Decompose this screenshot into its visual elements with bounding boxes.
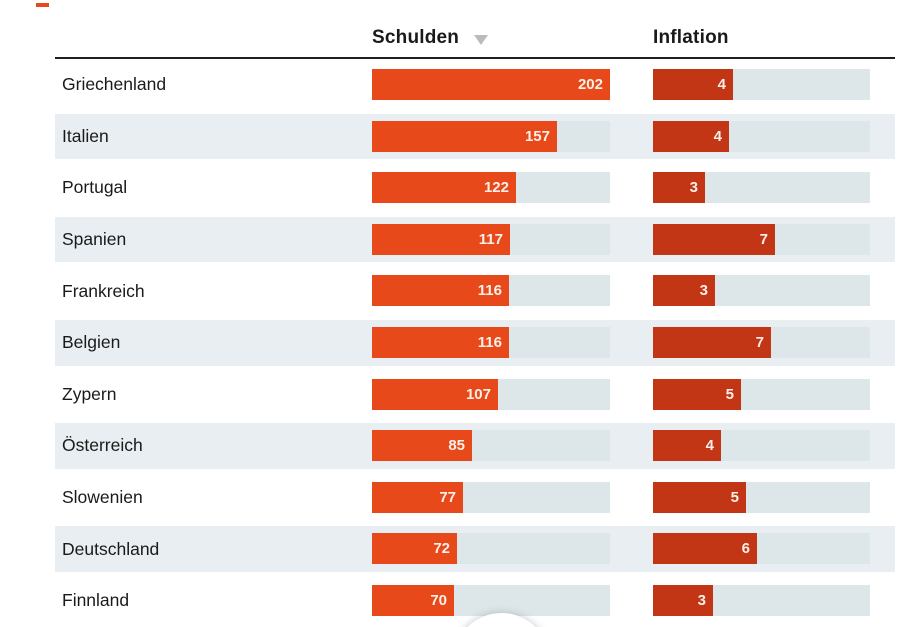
schulden-bar: 107 <box>372 378 498 410</box>
inflation-bar: 3 <box>653 584 713 616</box>
country-label: Belgien <box>62 332 121 353</box>
table-row: Italien 157 4 <box>55 111 895 163</box>
schulden-value-label: 116 <box>477 333 502 351</box>
schulden-bar-track: 72 <box>372 533 610 565</box>
schulden-bar: 72 <box>372 533 457 565</box>
inflation-bar-track: 5 <box>653 378 870 410</box>
schulden-bar-track: 116 <box>372 326 610 358</box>
table-row: Griechenland 202 4 <box>55 59 895 111</box>
inflation-value-label: 4 <box>705 437 714 455</box>
schulden-bar-track: 70 <box>372 584 610 616</box>
inflation-bar-track: 5 <box>653 481 870 513</box>
inflation-value-label: 7 <box>755 333 764 351</box>
inflation-bar-track: 4 <box>653 69 870 100</box>
table-row: Finnland 70 3 <box>55 575 895 627</box>
table-row: Österreich 85 4 <box>55 420 895 472</box>
schulden-value-label: 122 <box>483 179 509 197</box>
country-label: Slowenien <box>62 487 143 508</box>
inflation-bar-track: 6 <box>653 533 870 565</box>
schulden-value-label: 107 <box>465 385 491 403</box>
inflation-bar: 7 <box>653 223 775 255</box>
inflation-value-label: 5 <box>730 488 739 506</box>
schulden-bar: 122 <box>372 172 516 204</box>
schulden-bar-track: 157 <box>372 120 610 152</box>
inflation-value-label: 4 <box>713 127 722 145</box>
schulden-value-label: 157 <box>524 127 550 145</box>
schulden-value-label: 70 <box>430 591 447 609</box>
table-row: Deutschland 72 6 <box>55 523 895 575</box>
table-row: Portugal 122 3 <box>55 162 895 214</box>
inflation-value-label: 7 <box>759 230 768 248</box>
inflation-bar-track: 3 <box>653 275 870 307</box>
inflation-bar: 6 <box>653 533 757 565</box>
inflation-bar: 3 <box>653 275 715 307</box>
schulden-bar: 157 <box>372 120 557 152</box>
schulden-bar: 77 <box>372 481 463 513</box>
schulden-value-label: 202 <box>577 76 603 93</box>
schulden-value-label: 117 <box>478 230 503 248</box>
schulden-bar: 117 <box>372 223 510 255</box>
country-label: Portugal <box>62 177 128 198</box>
table-body: Griechenland 202 4 Italien 157 4 Portugal 122 3 S… <box>55 59 895 627</box>
schulden-bar: 70 <box>372 584 454 616</box>
schulden-value-label: 77 <box>439 488 456 506</box>
country-label: Zypern <box>62 383 117 404</box>
inflation-value-label: 6 <box>741 540 750 558</box>
schulden-bar: 116 <box>372 275 509 307</box>
schulden-bar: 202 <box>372 69 610 100</box>
country-label: Griechenland <box>62 74 167 95</box>
column-header-schulden[interactable]: Schulden <box>372 27 489 49</box>
sort-desc-icon[interactable] <box>474 34 489 45</box>
schulden-bar-track: 116 <box>372 275 610 307</box>
header-rule <box>55 57 895 59</box>
inflation-bar-track: 4 <box>653 430 870 462</box>
country-label: Finnland <box>62 590 130 611</box>
schulden-bar-track: 122 <box>372 172 610 204</box>
schulden-value-label: 72 <box>433 540 450 558</box>
inflation-bar-track: 3 <box>653 172 870 204</box>
inflation-value-label: 5 <box>725 385 734 403</box>
table-row: Frankreich 116 3 <box>55 265 895 317</box>
country-label: Italien <box>62 125 109 146</box>
schulden-bar: 85 <box>372 430 472 462</box>
column-header-inflation[interactable]: Inflation <box>653 27 729 49</box>
table-row: Zypern 107 5 <box>55 369 895 421</box>
inflation-bar: 5 <box>653 378 741 410</box>
country-label: Frankreich <box>62 280 145 301</box>
inflation-bar: 4 <box>653 430 721 462</box>
schulden-value-label: 116 <box>477 282 502 300</box>
inflation-value-label: 3 <box>699 282 708 300</box>
inflation-bar-track: 4 <box>653 120 870 152</box>
inflation-value-label: 3 <box>697 591 706 609</box>
inflation-value-label: 3 <box>689 179 698 197</box>
schulden-bar-track: 107 <box>372 378 610 410</box>
schulden-value-label: 85 <box>448 437 465 455</box>
inflation-bar: 4 <box>653 120 729 152</box>
country-label: Österreich <box>62 435 143 456</box>
table-row: Spanien 117 7 <box>55 214 895 266</box>
table-row: Belgien 116 7 <box>55 317 895 369</box>
country-label: Spanien <box>62 229 127 250</box>
schulden-bar-track: 117 <box>372 223 610 255</box>
schulden-bar-track: 85 <box>372 430 610 462</box>
inflation-bar: 5 <box>653 481 746 513</box>
inflation-bar-track: 3 <box>653 584 870 616</box>
inflation-bar: 7 <box>653 326 771 358</box>
accent-dash <box>36 3 49 7</box>
inflation-value-label: 4 <box>717 76 726 93</box>
inflation-bar: 4 <box>653 69 733 100</box>
schulden-bar: 116 <box>372 326 509 358</box>
inflation-bar-track: 7 <box>653 326 870 358</box>
table-row: Slowenien 77 5 <box>55 472 895 524</box>
column-header-inflation-label: Inflation <box>653 27 729 48</box>
inflation-bar: 3 <box>653 172 705 204</box>
country-label: Deutschland <box>62 538 160 559</box>
inflation-bar-track: 7 <box>653 223 870 255</box>
schulden-bar-track: 77 <box>372 481 610 513</box>
column-header-schulden-label: Schulden <box>372 27 460 48</box>
schulden-bar-track: 202 <box>372 69 610 100</box>
